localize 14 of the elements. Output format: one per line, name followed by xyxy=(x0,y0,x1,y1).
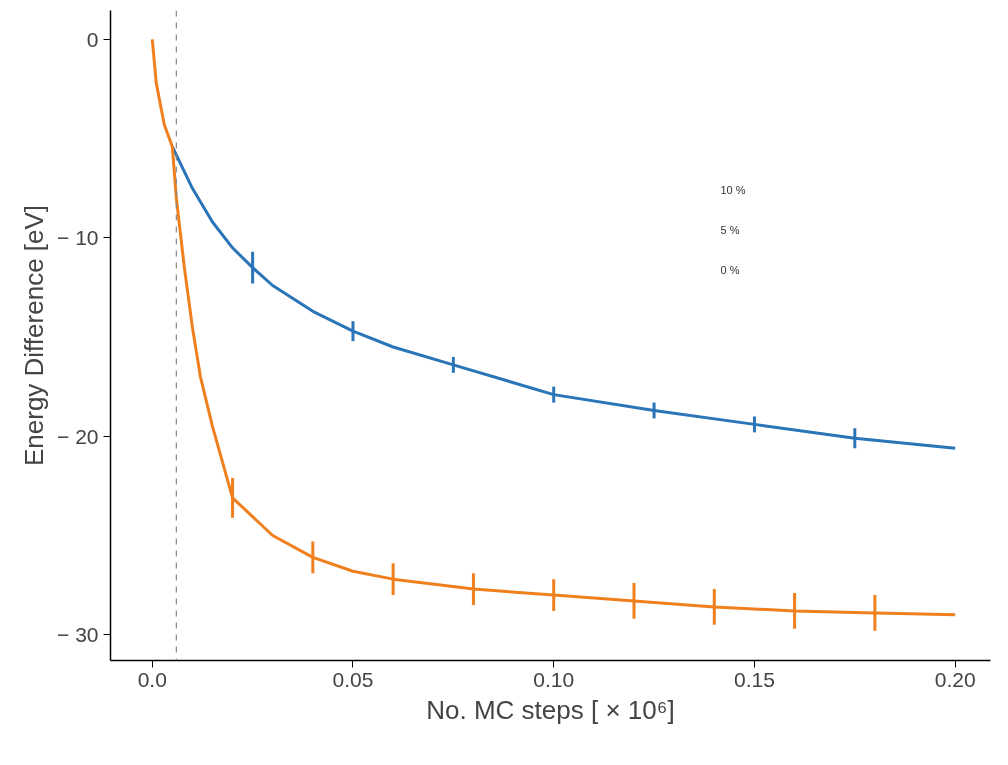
y-axis-title: Energy Difference [eV] xyxy=(19,204,50,467)
x-tick-label: 0.20 xyxy=(934,667,976,691)
x-axis-title: No. MC steps [ × 10⁶] xyxy=(426,694,675,725)
annotation: 5 % xyxy=(720,223,740,236)
y-tick-label: − 10 xyxy=(57,226,99,250)
y-tick-label: − 30 xyxy=(57,623,99,647)
x-tick-label: 0.10 xyxy=(533,667,575,691)
annotation: 0 % xyxy=(720,263,740,276)
annotation: 10 % xyxy=(720,183,746,196)
x-tick-label: 0.05 xyxy=(332,667,374,691)
y-tick-label: − 20 xyxy=(57,424,99,448)
y-tick-label: 0 xyxy=(86,27,99,51)
x-tick-label: 0.0 xyxy=(137,667,167,691)
x-tick-label: 0.15 xyxy=(734,667,775,691)
